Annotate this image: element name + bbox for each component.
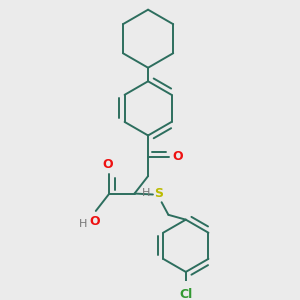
Text: O: O (172, 150, 183, 163)
Text: Cl: Cl (179, 288, 192, 300)
Text: O: O (89, 215, 100, 228)
Text: O: O (102, 158, 113, 171)
Text: H: H (142, 188, 151, 198)
Text: S: S (154, 187, 163, 200)
Text: H: H (79, 219, 87, 229)
